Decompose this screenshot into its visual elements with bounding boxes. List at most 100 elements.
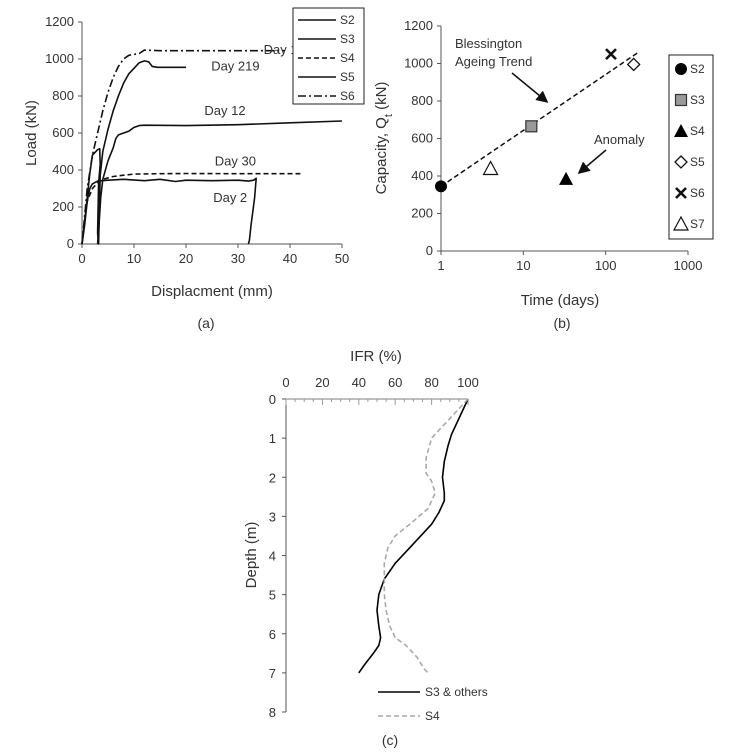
chart-c-y-tick-label: 3 xyxy=(269,509,276,524)
chart-c-y-tick-label: 6 xyxy=(269,627,276,642)
chart-c-y-tick-label: 4 xyxy=(269,549,276,564)
chart-a-legend: S2 S3 S4 S5 S6 xyxy=(292,7,365,105)
chart-c-y-tick-label: 5 xyxy=(269,588,276,603)
chart-b-x-tick-label: 1 xyxy=(437,258,444,273)
chart-a-legend-label-s5: S5 xyxy=(340,70,355,84)
chart-a-y-tick-label: 1200 xyxy=(45,14,74,29)
chart-b-y-tick-label: 800 xyxy=(411,93,433,108)
chart-b-legend-label-s5: S5 xyxy=(690,155,705,169)
chart-b-point-s5 xyxy=(626,57,641,72)
chart-a-y-tick-label: 1000 xyxy=(45,51,74,66)
chart-a-axes: 0 10 20 30 40 50 0 200 400 600 800 1000 1200 xyxy=(45,14,349,266)
chart-a-x-axis-label: Displacment (mm) xyxy=(151,283,273,300)
chart-b-trend xyxy=(440,51,639,187)
chart-a-series-s6 xyxy=(81,49,285,245)
chart-b-legend-swatch-s5 xyxy=(674,155,688,169)
chart-b-trend-arrow xyxy=(511,72,549,103)
chart-b-legend-label-s3: S3 xyxy=(690,93,705,107)
chart-c-caption: (c) xyxy=(382,732,398,748)
chart-a-x-tick-label: 20 xyxy=(179,251,193,266)
chart-b: 1 10 100 1000 0 200 400 600 800 1000 1200 S2 S3 S4 S5… xyxy=(373,18,714,331)
chart-b-x-axis-label: Time (days) xyxy=(521,292,600,309)
chart-c-y-tick-label: 8 xyxy=(269,705,276,720)
chart-c-y-tick-label: 7 xyxy=(269,666,276,681)
chart-c-y-axis-label: Depth (m) xyxy=(243,522,260,589)
chart-a-legend-box xyxy=(292,7,365,105)
chart-b-y-axis-label-unit: (kN) xyxy=(373,82,390,115)
chart-c-series-s4 xyxy=(383,398,469,674)
chart-b-legend: S2 S3 S4 S5 S6 S7 xyxy=(668,54,714,240)
chart-a-x-tick-label: 10 xyxy=(127,251,141,266)
chart-a-legend-label-s6: S6 xyxy=(340,89,355,103)
chart-a-series-s2 xyxy=(81,177,258,245)
chart-a-y-tick-label: 600 xyxy=(52,125,74,140)
chart-c: 0 20 40 60 80 100 0 1 2 3 4 5 6 7 8 S3 & others S4 IFR … xyxy=(243,348,488,748)
chart-b-y-tick-label: 1200 xyxy=(404,18,433,33)
chart-c-y-tick-label: 1 xyxy=(269,431,276,446)
chart-b-legend-label-s4: S4 xyxy=(690,124,705,138)
chart-a-legend-label-s2: S2 xyxy=(340,13,355,27)
chart-b-point-s4 xyxy=(559,171,574,185)
chart-c-x-tick-label: 60 xyxy=(388,375,402,390)
chart-a-y-tick-label: 400 xyxy=(52,162,74,177)
chart-b-point-s2 xyxy=(435,180,447,193)
chart-b-points xyxy=(435,48,641,193)
chart-a-annotation-3: Day 12 xyxy=(204,103,245,118)
chart-b-legend-label-s2: S2 xyxy=(690,62,705,76)
chart-b-legend-label-s7: S7 xyxy=(690,217,705,231)
chart-b-legend-label-s6: S6 xyxy=(690,186,705,200)
chart-a-legend-label-s3: S3 xyxy=(340,32,355,46)
chart-c-y-tick-label: 2 xyxy=(269,470,276,485)
chart-b-caption: (b) xyxy=(553,315,570,331)
chart-a-series-s3 xyxy=(96,120,343,245)
chart-a-x-tick-label: 0 xyxy=(78,251,85,266)
chart-c-legend: S3 & others S4 xyxy=(378,685,488,723)
chart-b-legend-swatch-s7 xyxy=(672,215,690,231)
chart-a-series-s5 xyxy=(81,60,186,245)
chart-c-x-tick-label: 100 xyxy=(457,375,479,390)
chart-c-axes: 0 20 40 60 80 100 0 1 2 3 4 5 6 7 8 xyxy=(269,375,479,720)
chart-c-series-s3-others xyxy=(358,398,469,674)
chart-b-x-tick-label: 100 xyxy=(595,258,617,273)
chart-a-y-tick-label: 800 xyxy=(52,88,74,103)
chart-b-anomaly-arrow xyxy=(577,149,607,174)
chart-b-legend-box xyxy=(668,54,714,240)
chart-a-legend-label-s4: S4 xyxy=(340,51,355,65)
chart-b-axes: 1 10 100 1000 0 200 400 600 800 1000 1200 xyxy=(404,18,702,273)
chart-b-y-tick-label: 200 xyxy=(411,206,433,221)
chart-c-y-tick-label: 0 xyxy=(269,392,276,407)
chart-b-trend-label-line2: Ageing Trend xyxy=(455,54,532,69)
chart-b-legend-swatch-s4 xyxy=(674,124,688,137)
chart-b-x-tick-label: 10 xyxy=(516,258,530,273)
chart-c-x-tick-label: 0 xyxy=(282,375,289,390)
chart-b-point-s7 xyxy=(482,160,499,176)
chart-c-series xyxy=(358,398,469,674)
chart-b-y-tick-label: 1000 xyxy=(404,56,433,71)
chart-c-legend-label-s4: S4 xyxy=(425,709,440,723)
chart-a-series xyxy=(81,49,343,245)
chart-b-point-s6 xyxy=(605,48,617,61)
chart-a-x-tick-label: 40 xyxy=(283,251,297,266)
chart-b-point-s3 xyxy=(525,120,538,133)
chart-a-annotation-5: Day 2 xyxy=(213,190,247,205)
chart-a-series-s4 xyxy=(81,172,301,245)
chart-b-y-tick-label: 0 xyxy=(426,243,433,258)
chart-a-y-tick-label: 200 xyxy=(52,199,74,214)
chart-c-legend-label-s3-others: S3 & others xyxy=(425,685,488,699)
chart-b-trend-label-line1: Blessington xyxy=(455,36,522,51)
chart-b-legend-swatch-s2 xyxy=(675,63,687,75)
chart-b-y-axis-label: Capacity, Qt (kN) xyxy=(373,82,395,195)
chart-a-y-tick-label: 0 xyxy=(67,236,74,251)
chart-a-x-tick-label: 50 xyxy=(335,251,349,266)
chart-b-legend-swatch-s6 xyxy=(675,187,687,199)
chart-b-y-tick-label: 600 xyxy=(411,131,433,146)
chart-b-y-tick-label: 400 xyxy=(411,168,433,183)
chart-b-x-tick-label: 1000 xyxy=(674,258,703,273)
chart-a-caption: (a) xyxy=(197,315,214,331)
chart-b-legend-swatch-s3 xyxy=(674,93,688,107)
chart-c-x-tick-label: 20 xyxy=(315,375,329,390)
chart-b-trend-line xyxy=(440,51,639,187)
chart-b-y-axis-label-main: Capacity, Q xyxy=(373,117,390,194)
